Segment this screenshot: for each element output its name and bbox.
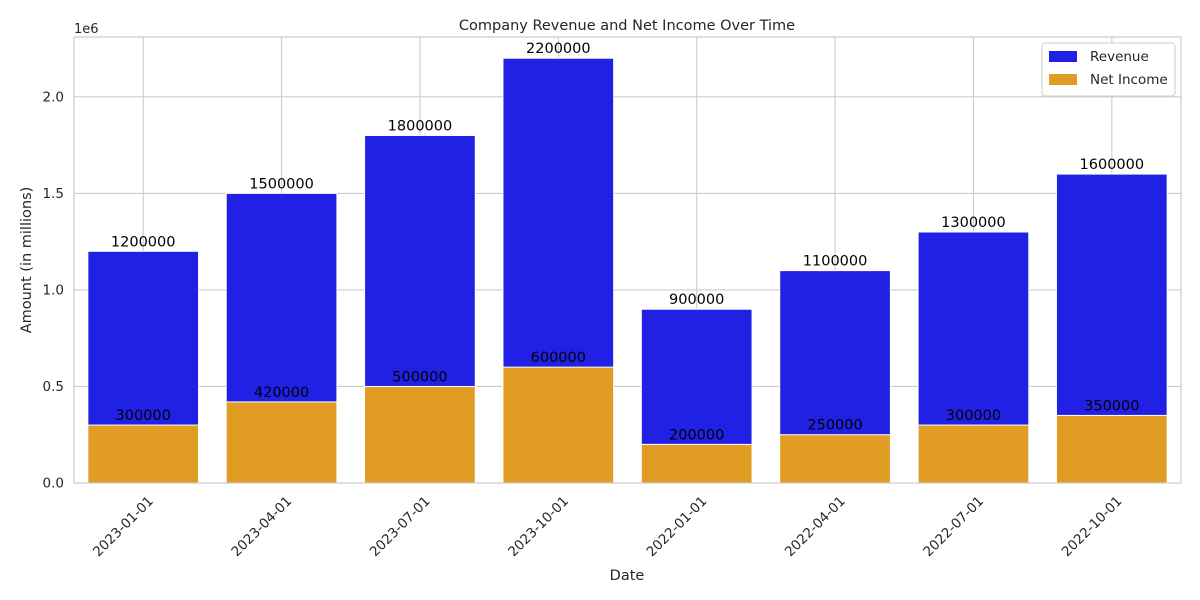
net-income-bar — [87, 424, 200, 484]
legend-swatch-net-income — [1049, 74, 1077, 85]
net-income-data-label: 300000 — [946, 408, 1001, 424]
y-tick-label: 1.5 — [43, 186, 64, 202]
plot-frame — [73, 36, 1182, 484]
y-axis-ticks: 0.0 0.5 1.0 1.5 2.0 — [43, 89, 64, 491]
revenue-data-label: 1300000 — [941, 215, 1006, 231]
legend-label-net-income: Net Income — [1090, 72, 1168, 88]
y-offset-label: 1e6 — [74, 22, 99, 37]
net-income-data-label: 420000 — [254, 385, 309, 401]
legend-swatch-revenue — [1049, 51, 1077, 62]
revenue-data-label: 1200000 — [111, 234, 176, 250]
y-tick-label: 0.5 — [43, 379, 64, 395]
revenue-data-label: 1100000 — [803, 254, 868, 270]
revenue-data-label: 900000 — [669, 292, 724, 308]
net-income-data-label: 300000 — [116, 408, 171, 424]
legend-label-revenue: Revenue — [1090, 49, 1149, 65]
chart-title: Company Revenue and Net Income Over Time — [459, 18, 795, 34]
y-tick-label: 2.0 — [43, 89, 64, 105]
net-income-bar — [1055, 414, 1168, 484]
revenue-data-label: 2200000 — [526, 41, 591, 57]
net-income-data-label: 500000 — [392, 369, 447, 385]
net-income-data-label: 200000 — [669, 427, 724, 443]
revenue-data-label: 1500000 — [249, 176, 314, 192]
net-income-bar — [502, 366, 615, 484]
bars — [87, 57, 1168, 484]
net-income-bar — [779, 434, 891, 484]
y-tick-label: 0.0 — [43, 476, 64, 492]
legend: Revenue Net Income — [1041, 42, 1176, 97]
net-income-bar — [364, 385, 476, 484]
net-income-bar — [917, 424, 1030, 484]
data-labels: 1200000 1500000 1800000 2200000 900000 110000… — [111, 41, 1144, 443]
net-income-data-label: 600000 — [531, 350, 586, 366]
net-income-bar — [225, 401, 338, 484]
net-income-bar — [640, 443, 753, 484]
revenue-data-label: 1600000 — [1080, 157, 1145, 173]
revenue-data-label: 1800000 — [388, 118, 453, 134]
x-axis-label: Date — [610, 568, 645, 584]
net-income-data-label: 250000 — [807, 418, 862, 434]
net-income-data-label: 350000 — [1084, 398, 1139, 414]
y-tick-label: 1.0 — [43, 282, 64, 298]
y-axis-label: Amount (in millions) — [19, 187, 35, 334]
